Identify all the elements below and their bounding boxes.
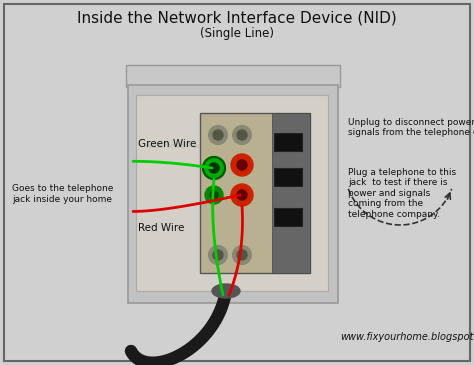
Circle shape	[203, 157, 225, 179]
Circle shape	[237, 250, 247, 260]
Text: Plug a telephone to this
jack  to test if there is
power and signals
coming from: Plug a telephone to this jack to test if…	[348, 168, 456, 219]
Circle shape	[237, 130, 247, 140]
Text: Goes to the telephone
jack inside your home: Goes to the telephone jack inside your h…	[12, 184, 113, 204]
FancyBboxPatch shape	[272, 113, 310, 273]
Circle shape	[210, 191, 218, 199]
Text: www.fixyourhome.blogspot.com: www.fixyourhome.blogspot.com	[340, 332, 474, 342]
FancyBboxPatch shape	[136, 95, 328, 291]
Ellipse shape	[212, 284, 240, 298]
Text: Inside the Network Interface Device (NID): Inside the Network Interface Device (NID…	[77, 11, 397, 26]
FancyBboxPatch shape	[126, 65, 340, 87]
FancyBboxPatch shape	[200, 113, 310, 273]
Text: Red Wire: Red Wire	[138, 223, 184, 234]
Text: www.fixyourhome.blogspot.com: www.fixyourhome.blogspot.com	[145, 143, 258, 149]
Circle shape	[209, 246, 227, 264]
FancyBboxPatch shape	[4, 4, 470, 361]
Text: Unplug to disconnect power and
signals from the telephone company.: Unplug to disconnect power and signals f…	[348, 118, 474, 137]
Circle shape	[233, 126, 251, 144]
FancyBboxPatch shape	[274, 133, 302, 151]
Circle shape	[209, 126, 227, 144]
Text: Green Wire: Green Wire	[138, 139, 196, 149]
Circle shape	[231, 154, 253, 176]
Circle shape	[213, 130, 223, 140]
Circle shape	[231, 184, 253, 206]
Circle shape	[209, 163, 219, 173]
Circle shape	[237, 190, 247, 200]
FancyBboxPatch shape	[274, 168, 302, 186]
Circle shape	[237, 160, 247, 170]
Circle shape	[233, 246, 251, 264]
Circle shape	[205, 186, 223, 204]
Text: (Single Line): (Single Line)	[200, 27, 274, 41]
FancyBboxPatch shape	[274, 208, 302, 226]
Circle shape	[213, 250, 223, 260]
FancyBboxPatch shape	[128, 85, 338, 303]
